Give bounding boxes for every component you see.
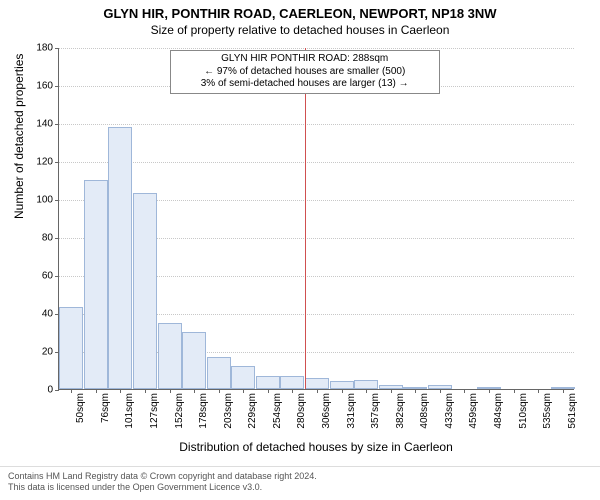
x-axis-label: Distribution of detached houses by size … bbox=[58, 440, 574, 454]
x-tick-label: 203sqm bbox=[223, 393, 234, 429]
y-tick-label: 80 bbox=[42, 233, 53, 244]
y-tick-mark bbox=[55, 276, 59, 277]
y-tick-mark bbox=[55, 162, 59, 163]
y-tick-label: 100 bbox=[36, 195, 53, 206]
x-tick-mark bbox=[120, 389, 121, 393]
histogram-bar bbox=[354, 380, 378, 390]
y-tick-mark bbox=[55, 238, 59, 239]
histogram-bar bbox=[84, 180, 108, 389]
annotation-line: 3% of semi-detached houses are larger (1… bbox=[177, 78, 433, 91]
x-tick-mark bbox=[145, 389, 146, 393]
y-tick-label: 140 bbox=[36, 119, 53, 130]
histogram-bar bbox=[256, 376, 280, 389]
histogram-bar bbox=[59, 307, 83, 389]
histogram-bar bbox=[207, 357, 231, 389]
x-tick-mark bbox=[292, 389, 293, 393]
x-tick-mark bbox=[268, 389, 269, 393]
x-tick-label: 561sqm bbox=[567, 393, 578, 429]
reference-line bbox=[305, 48, 306, 389]
x-tick-label: 459sqm bbox=[468, 393, 479, 429]
x-tick-label: 152sqm bbox=[174, 393, 185, 429]
x-tick-label: 229sqm bbox=[247, 393, 258, 429]
y-tick-mark bbox=[55, 200, 59, 201]
x-tick-label: 127sqm bbox=[149, 393, 160, 429]
histogram-bar bbox=[182, 332, 206, 389]
footer-line1: Contains HM Land Registry data © Crown c… bbox=[8, 471, 592, 483]
y-tick-label: 0 bbox=[47, 385, 53, 396]
x-tick-label: 76sqm bbox=[100, 393, 111, 423]
y-tick-label: 120 bbox=[36, 157, 53, 168]
histogram-bar bbox=[108, 127, 132, 389]
annotation-line: GLYN HIR PONTHIR ROAD: 288sqm bbox=[177, 53, 433, 66]
x-tick-mark bbox=[440, 389, 441, 393]
plot-area: 02040608010012014016018050sqm76sqm101sqm… bbox=[58, 48, 574, 390]
x-tick-label: 535sqm bbox=[542, 393, 553, 429]
x-tick-mark bbox=[391, 389, 392, 393]
footer-line2: This data is licensed under the Open Gov… bbox=[8, 482, 592, 494]
histogram-bar bbox=[280, 376, 304, 389]
x-tick-label: 382sqm bbox=[395, 393, 406, 429]
footer: Contains HM Land Registry data © Crown c… bbox=[0, 466, 600, 500]
y-tick-mark bbox=[55, 86, 59, 87]
x-tick-label: 254sqm bbox=[272, 393, 283, 429]
x-tick-mark bbox=[514, 389, 515, 393]
x-tick-mark bbox=[96, 389, 97, 393]
x-tick-label: 101sqm bbox=[124, 393, 135, 429]
x-tick-mark bbox=[243, 389, 244, 393]
x-tick-label: 408sqm bbox=[419, 393, 430, 429]
x-tick-mark bbox=[317, 389, 318, 393]
x-tick-label: 178sqm bbox=[198, 393, 209, 429]
page-title: GLYN HIR, PONTHIR ROAD, CAERLEON, NEWPOR… bbox=[0, 0, 600, 21]
chart-container: GLYN HIR, PONTHIR ROAD, CAERLEON, NEWPOR… bbox=[0, 0, 600, 500]
gridline bbox=[59, 124, 574, 125]
page-subtitle: Size of property relative to detached ho… bbox=[0, 23, 600, 37]
x-tick-mark bbox=[219, 389, 220, 393]
y-tick-mark bbox=[55, 124, 59, 125]
x-tick-mark bbox=[194, 389, 195, 393]
plot-region: 02040608010012014016018050sqm76sqm101sqm… bbox=[58, 48, 574, 390]
x-tick-label: 433sqm bbox=[444, 393, 455, 429]
gridline bbox=[59, 162, 574, 163]
x-tick-mark bbox=[342, 389, 343, 393]
x-tick-mark bbox=[464, 389, 465, 393]
x-tick-mark bbox=[489, 389, 490, 393]
histogram-bar bbox=[305, 378, 329, 389]
annotation-line: ← 97% of detached houses are smaller (50… bbox=[177, 66, 433, 79]
x-tick-mark bbox=[415, 389, 416, 393]
x-tick-mark bbox=[563, 389, 564, 393]
y-tick-label: 180 bbox=[36, 43, 53, 54]
x-tick-label: 484sqm bbox=[493, 393, 504, 429]
y-tick-label: 60 bbox=[42, 271, 53, 282]
histogram-bar bbox=[133, 193, 157, 389]
y-tick-mark bbox=[55, 48, 59, 49]
x-tick-mark bbox=[366, 389, 367, 393]
histogram-bar bbox=[330, 381, 354, 389]
x-tick-label: 50sqm bbox=[75, 393, 86, 423]
y-tick-mark bbox=[55, 390, 59, 391]
x-tick-label: 510sqm bbox=[518, 393, 529, 429]
annotation-box: GLYN HIR PONTHIR ROAD: 288sqm← 97% of de… bbox=[170, 50, 440, 94]
x-tick-mark bbox=[170, 389, 171, 393]
x-tick-label: 306sqm bbox=[321, 393, 332, 429]
y-tick-label: 160 bbox=[36, 81, 53, 92]
x-tick-mark bbox=[538, 389, 539, 393]
x-tick-mark bbox=[71, 389, 72, 393]
histogram-bar bbox=[158, 323, 182, 390]
gridline bbox=[59, 48, 574, 49]
y-tick-label: 40 bbox=[42, 309, 53, 320]
x-tick-label: 280sqm bbox=[296, 393, 307, 429]
x-tick-label: 357sqm bbox=[370, 393, 381, 429]
x-tick-label: 331sqm bbox=[346, 393, 357, 429]
y-tick-label: 20 bbox=[42, 347, 53, 358]
y-axis-label: Number of detached properties bbox=[12, 54, 26, 219]
histogram-bar bbox=[231, 366, 255, 389]
